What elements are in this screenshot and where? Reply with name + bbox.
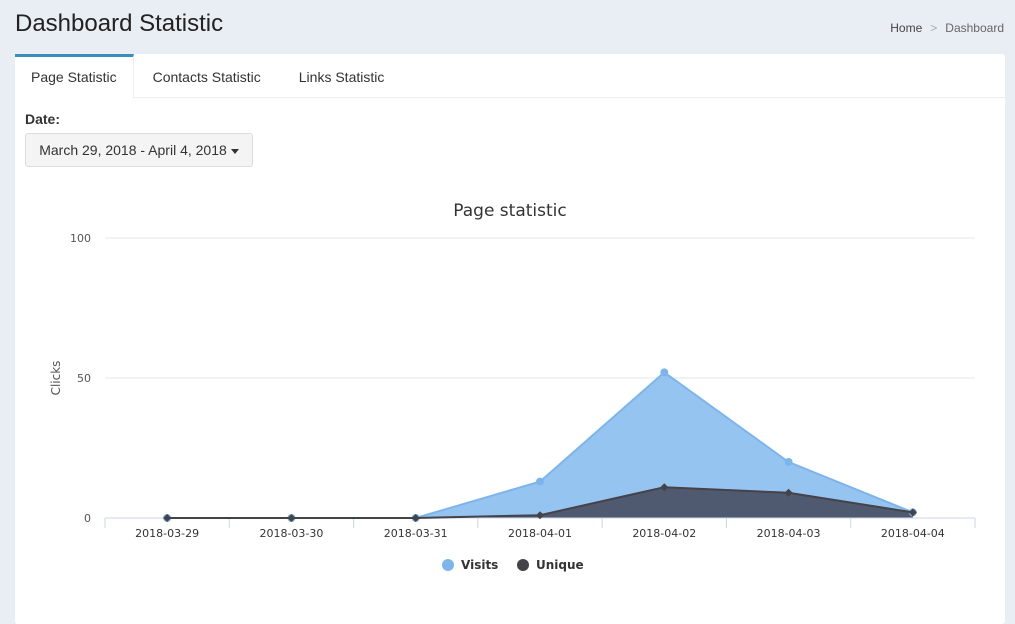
data-point-unique [784,488,793,497]
statistics-card: Page Statistic Contacts Statistic Links … [15,54,1005,624]
x-tick-label: 2018-03-31 [384,527,448,540]
data-point-visits [660,368,669,377]
x-tick-label: 2018-03-29 [135,527,199,540]
chart-title: Page statistic [453,201,566,221]
legend-marker-unique [517,559,529,571]
date-range-picker[interactable]: March 29, 2018 - April 4, 2018 [25,133,253,167]
data-point-visits [784,458,793,466]
date-label: Date: [25,111,61,127]
page-title: Dashboard Statistic [15,10,224,37]
legend-item-visits[interactable]: Visits [461,558,498,572]
tab-bar: Page Statistic Contacts Statistic Links … [15,54,1005,98]
data-point-visits [536,477,544,486]
breadcrumb-current: Dashboard [945,21,1004,35]
tab-contacts-statistic[interactable]: Contacts Statistic [152,69,261,85]
area-unique [167,487,913,518]
y-tick-label: 0 [84,512,91,525]
x-tick-label: 2018-03-30 [259,527,323,540]
y-tick-label: 100 [70,232,91,245]
x-tick-label: 2018-04-02 [632,527,696,540]
date-range-value: March 29, 2018 - April 4, 2018 [39,142,227,158]
data-point-unique [536,511,544,520]
breadcrumb-separator: > [930,21,938,35]
data-point-unique [908,508,917,517]
breadcrumb: Home > Dashboard [890,21,1004,35]
data-point-unique [411,514,420,522]
data-point-unique [163,514,172,522]
caret-down-icon [230,148,239,154]
y-axis-label: Clicks [49,361,63,396]
data-point-unique [287,514,296,522]
data-point-unique [660,483,669,492]
y-tick-label: 50 [77,372,91,385]
area-visits [167,372,913,518]
x-tick-label: 2018-04-01 [508,527,572,540]
tab-links-statistic[interactable]: Links Statistic [298,69,385,85]
breadcrumb-home[interactable]: Home [890,21,923,35]
legend-marker-visits [442,559,454,571]
tab-page-statistic[interactable]: Page Statistic [15,54,134,98]
x-tick-label: 2018-04-03 [757,527,821,540]
legend-item-unique[interactable]: Unique [536,558,584,572]
x-tick-label: 2018-04-04 [881,527,945,540]
